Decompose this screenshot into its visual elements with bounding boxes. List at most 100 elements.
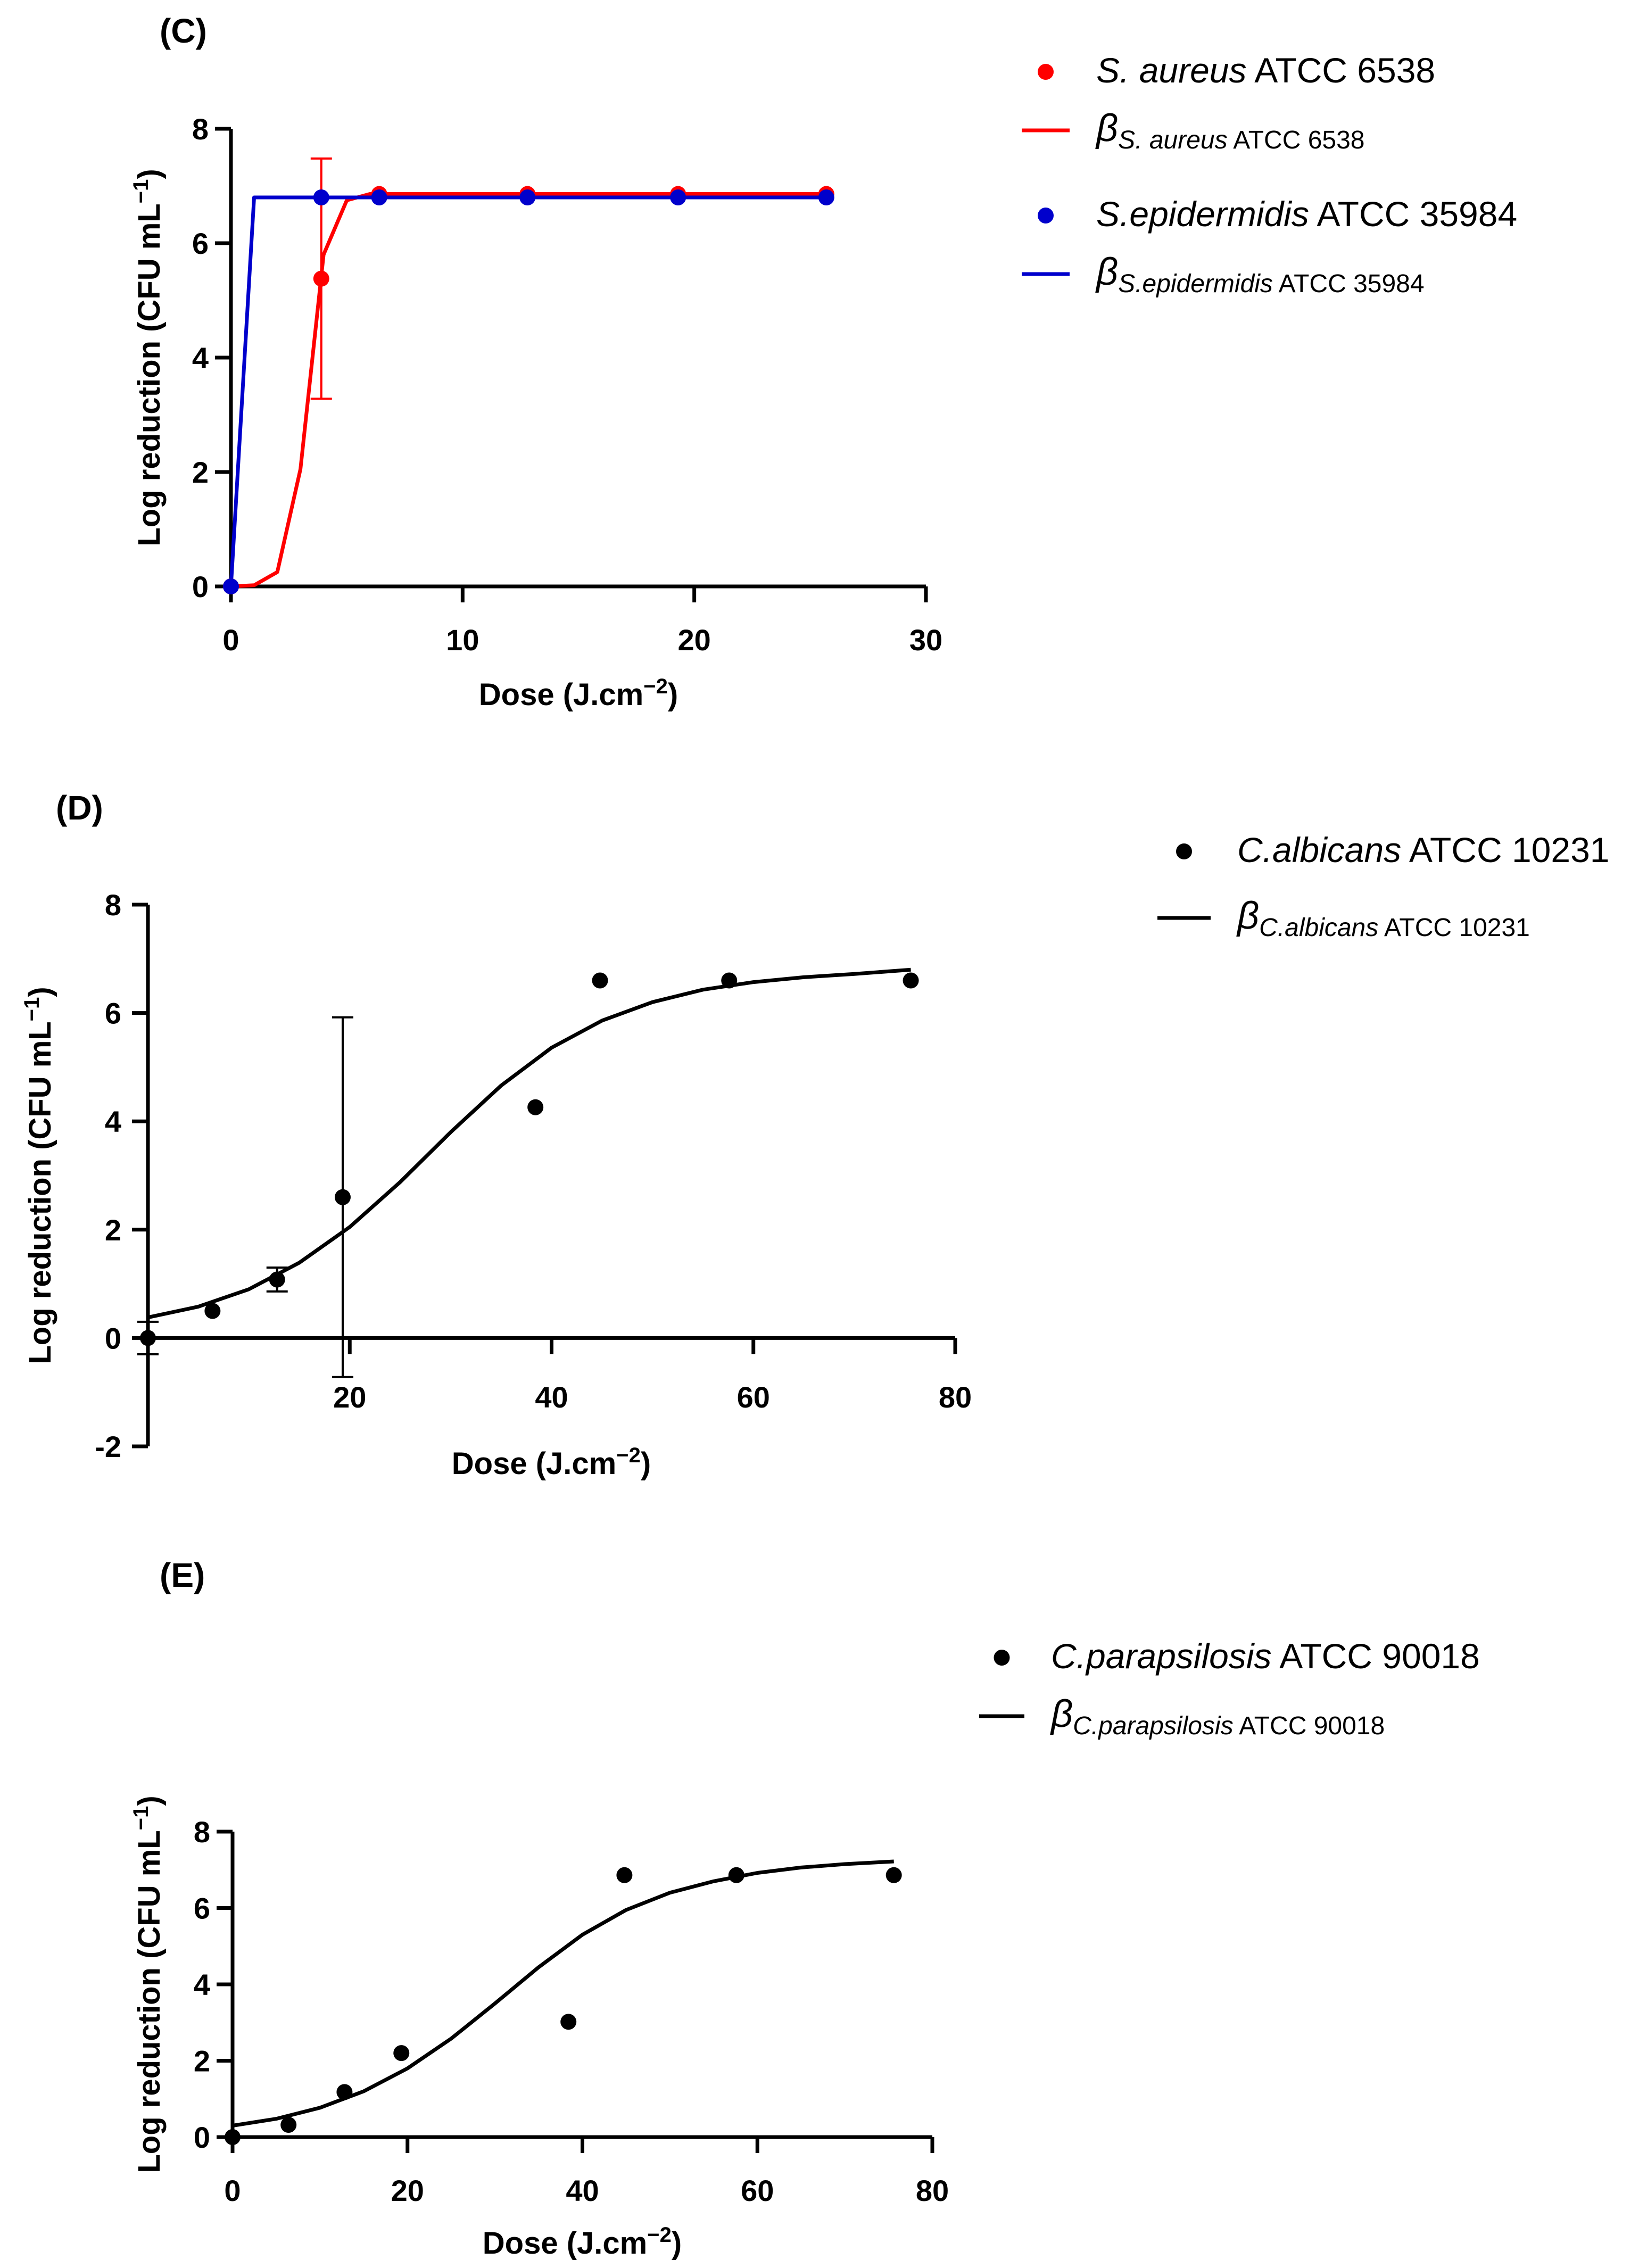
- data-point: [721, 972, 738, 989]
- legend-italic: S.epidermidis: [1096, 194, 1309, 234]
- legend-entry: βS. aureus ATCC 6538: [1095, 107, 1365, 154]
- y-tick-label: 0: [105, 1321, 121, 1355]
- x-tick-label: 20: [678, 623, 711, 657]
- x-axis-title-superscript: −2: [616, 1444, 641, 1467]
- data-point: [334, 1189, 351, 1205]
- panel-label: (E): [160, 1556, 205, 1594]
- legend: C.parapsilosis ATCC 90018βC.parapsilosis…: [979, 1636, 1480, 1740]
- y-axis-title: Log reduction (CFU mL−1): [129, 169, 167, 546]
- x-axis-title-text-end: ): [672, 2226, 682, 2261]
- data-point: [818, 189, 834, 205]
- legend-italic: S. aureus: [1096, 51, 1247, 90]
- x-tick-label: 20: [333, 1380, 366, 1414]
- legend-sub-italic: C.parapsilosis: [1073, 1712, 1233, 1740]
- x-tick-label: 80: [916, 2174, 949, 2207]
- legend-sub-plain: ATCC 35984: [1273, 270, 1425, 298]
- data-point: [885, 1867, 902, 1883]
- y-axis-title-text-end: ): [23, 987, 57, 997]
- x-tick-label: 30: [909, 623, 942, 657]
- data-point: [371, 189, 387, 205]
- x-axis-title-text-end: ): [668, 677, 678, 712]
- x-axis-title-superscript: −2: [643, 675, 668, 698]
- y-tick-label: 0: [192, 570, 209, 603]
- y-tick-label: 4: [192, 341, 209, 375]
- data-point: [225, 2129, 241, 2145]
- y-tick-label: 6: [194, 1892, 210, 1925]
- x-axis-title-text: Dose (J.cm: [483, 2226, 647, 2261]
- legend-marker: [994, 1650, 1010, 1666]
- data-point: [670, 189, 686, 205]
- y-axis-title-superscript: −1: [129, 179, 153, 204]
- y-tick-label: 8: [105, 888, 121, 922]
- legend-beta: β: [1050, 1693, 1073, 1735]
- y-axis-title-text-end: ): [132, 1795, 167, 1806]
- data-point: [560, 2014, 577, 2030]
- x-axis-title: Dose (J.cm−2): [452, 1444, 651, 1481]
- x-axis-title-text: Dose (J.cm: [479, 677, 643, 712]
- data-point: [903, 972, 919, 989]
- y-tick-label: 0: [194, 2121, 210, 2154]
- legend-plain: ATCC 6538: [1247, 51, 1436, 90]
- legend-italic: C.albicans: [1237, 830, 1401, 870]
- data-point: [393, 2045, 410, 2062]
- legend-marker: [1176, 843, 1192, 859]
- y-axis-title-text: Log reduction (CFU mL: [23, 1021, 57, 1364]
- x-tick-label: 20: [391, 2174, 424, 2207]
- legend-entry: C.albicans ATCC 10231: [1237, 830, 1609, 870]
- legend-sub-italic: C.albicans: [1259, 914, 1378, 942]
- legend-sub-plain: ATCC 6538: [1228, 126, 1365, 154]
- series-line: [229, 195, 826, 587]
- legend-sub-italic: S.epidermidis: [1118, 270, 1273, 298]
- x-tick-label: 10: [446, 623, 479, 657]
- x-axis-title: Dose (J.cm−2): [483, 2223, 682, 2261]
- data-point: [313, 270, 329, 287]
- x-tick-label: 0: [224, 2174, 241, 2207]
- x-axis-title-text: Dose (J.cm: [452, 1446, 616, 1481]
- legend-marker: [1038, 208, 1054, 224]
- legend-entry: βS.epidermidis ATCC 35984: [1095, 251, 1425, 298]
- legend-plain: ATCC 35984: [1309, 194, 1517, 234]
- data-point: [269, 1271, 285, 1288]
- y-axis-title-text: Log reduction (CFU mL: [132, 1830, 167, 2173]
- x-tick-label: 0: [222, 623, 239, 657]
- legend-beta: β: [1236, 895, 1259, 937]
- legend-sub-plain: ATCC 10231: [1378, 914, 1530, 942]
- series-line: [232, 1859, 894, 2128]
- data-point: [592, 972, 608, 989]
- x-tick-label: 40: [566, 2174, 599, 2207]
- legend-beta: β: [1095, 251, 1118, 293]
- legend-beta: β: [1095, 107, 1118, 150]
- data-point: [336, 2084, 353, 2100]
- legend-entry: S.epidermidis ATCC 35984: [1096, 194, 1517, 234]
- y-axis-title-superscript: −1: [129, 1806, 153, 1831]
- x-tick-label: 80: [939, 1380, 972, 1414]
- y-axis-title: Log reduction (CFU mL−1): [20, 987, 57, 1364]
- legend-entry: C.parapsilosis ATCC 90018: [1051, 1636, 1480, 1676]
- legend-plain: ATCC 10231: [1401, 830, 1609, 870]
- x-axis-title-text-end: ): [641, 1446, 651, 1481]
- legend-marker: [1038, 64, 1054, 80]
- y-axis-title-text-end: ): [132, 169, 167, 179]
- panel-label: (C): [160, 12, 207, 50]
- y-axis-title-text: Log reduction (CFU mL: [132, 203, 167, 546]
- y-tick-label: 8: [194, 1815, 210, 1849]
- legend-italic: C.parapsilosis: [1051, 1636, 1272, 1676]
- legend-plain: ATCC 90018: [1272, 1636, 1480, 1676]
- legend-entry: βC.parapsilosis ATCC 90018: [1050, 1693, 1385, 1740]
- x-tick-label: 40: [535, 1380, 568, 1414]
- y-tick-label: -2: [95, 1430, 121, 1463]
- y-tick-label: 8: [192, 112, 209, 146]
- y-tick-label: 4: [194, 1968, 210, 2001]
- y-axis-title-superscript: −1: [20, 997, 44, 1022]
- y-tick-label: 2: [192, 456, 209, 489]
- legend-sub-plain: ATCC 90018: [1234, 1712, 1385, 1740]
- legend-entry: βC.albicans ATCC 10231: [1236, 895, 1530, 942]
- data-point: [313, 189, 329, 205]
- x-axis-title-superscript: −2: [647, 2223, 672, 2247]
- data-point: [728, 1867, 744, 1883]
